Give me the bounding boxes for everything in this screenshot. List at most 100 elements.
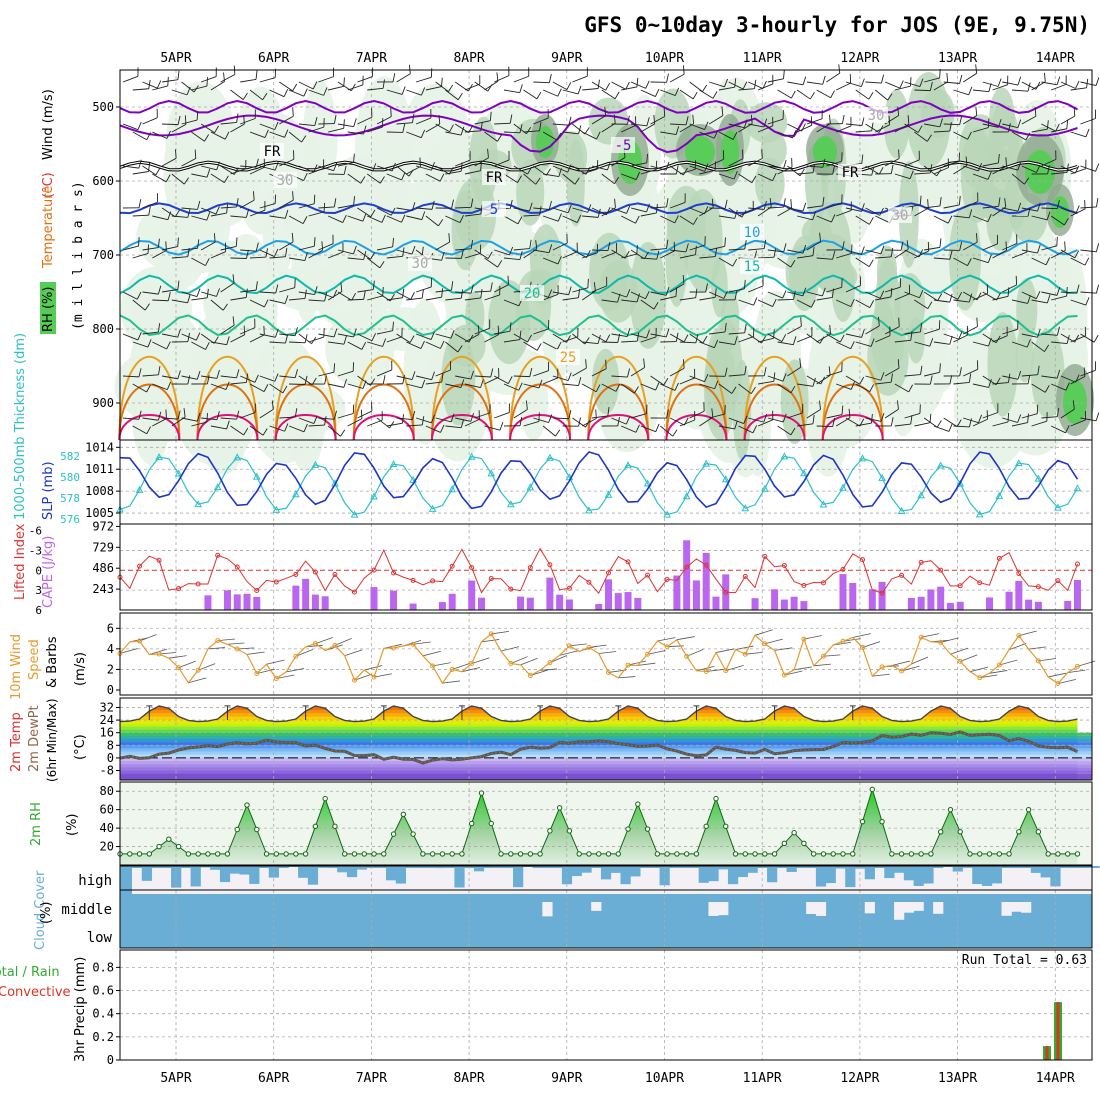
cape-bar <box>438 602 446 610</box>
wind-barb <box>836 125 852 133</box>
wind-barb <box>748 81 764 89</box>
wind-barb-flag <box>236 113 239 123</box>
wind-barb <box>621 425 637 433</box>
wind-barb-flag <box>907 115 910 125</box>
wind-barb <box>875 124 890 133</box>
thickness-marker <box>292 490 300 498</box>
temp2m-frame <box>119 697 1093 781</box>
wind-barb-flag <box>382 286 384 296</box>
wind-barb <box>689 333 704 344</box>
wind-barb-flag <box>750 386 756 394</box>
wind-barb <box>757 173 773 182</box>
rh-marker <box>713 795 719 802</box>
wind-barb-flag <box>976 292 982 301</box>
wind-barb-flag <box>635 424 640 433</box>
wind-barb-flag <box>724 322 727 332</box>
cape-bar <box>595 603 603 610</box>
wind10-barb <box>764 638 783 645</box>
wind-barb <box>1041 245 1057 251</box>
wind-barb-flag <box>604 106 607 116</box>
wind-barb <box>670 249 687 253</box>
cloud-high-bar <box>1050 866 1061 887</box>
wind-barb <box>171 173 185 185</box>
wind-barb-flag <box>441 251 445 261</box>
wind-barb <box>1002 284 1017 293</box>
wind-barb-flag <box>177 280 180 290</box>
wind-barb-flag <box>1046 120 1049 130</box>
wind-barb-flag <box>361 341 367 350</box>
wind-barb <box>924 77 940 83</box>
wind-barb-flag <box>177 370 181 379</box>
thickness-marker <box>936 461 945 469</box>
wind-barb <box>230 425 244 436</box>
wind-barb-flag <box>839 334 845 343</box>
rh-marker <box>166 836 172 842</box>
cloud-mid-gap <box>542 902 553 917</box>
wind-barb-flag <box>832 417 836 427</box>
wind-barb <box>464 83 480 91</box>
wind-barb <box>660 425 673 437</box>
li-marker <box>156 557 162 563</box>
rh-marker <box>293 851 299 857</box>
wind-barb <box>640 257 657 260</box>
wind-barb <box>161 246 178 251</box>
wind-barb <box>1041 333 1058 336</box>
wind-barb <box>1051 128 1067 133</box>
wind-barb <box>591 81 606 91</box>
wind10-marker <box>215 638 221 644</box>
wind-barb-flag <box>1046 211 1051 220</box>
wind-barb-flag <box>675 126 680 135</box>
wind-barb <box>240 165 257 168</box>
cloud-high-bar <box>239 866 250 875</box>
wind-barb-flag <box>714 247 718 257</box>
wind-barb-flag <box>705 283 708 293</box>
contour-label: 20 <box>524 286 541 302</box>
wind-barb-flag <box>919 195 922 205</box>
wind10-label-3: & Barbs <box>45 636 60 688</box>
wind-barb <box>689 165 705 172</box>
wind-barb <box>718 425 735 430</box>
wind-barb-flag <box>769 198 772 208</box>
wind-barb <box>474 412 491 419</box>
wind-barb-flag <box>838 64 841 74</box>
wind-barb <box>1011 251 1028 259</box>
wind-barb <box>552 123 569 126</box>
wind-barb <box>152 85 168 91</box>
wind10-barb <box>960 654 978 662</box>
cloud-high-bar <box>493 866 504 868</box>
wind-barb <box>171 299 188 304</box>
wind-barb-flag <box>519 84 523 93</box>
wind-barb-flag <box>1017 76 1022 86</box>
wind-barb-flag <box>177 115 181 125</box>
rh2m-tick-label: 40 <box>100 821 114 835</box>
wind10-barb <box>178 660 196 669</box>
cloud-high-bar <box>307 866 319 885</box>
thickness-marker <box>311 460 320 468</box>
wind-barb-flag <box>936 420 942 428</box>
wind-barb <box>240 375 256 383</box>
wind-barb-flag <box>1063 217 1069 226</box>
wind-barb <box>289 257 305 262</box>
wind-barb <box>122 245 139 251</box>
wind10-barb <box>315 637 333 644</box>
cloud-start <box>120 866 132 948</box>
contour-label-bg <box>740 224 764 240</box>
slp-tick-label: 1005 <box>85 506 114 520</box>
contour-label-bg <box>482 169 506 185</box>
cape-bar <box>702 552 710 610</box>
wind-barb-flag <box>158 365 161 375</box>
wind-barb-flag <box>284 209 289 219</box>
wind10-barb <box>774 647 793 651</box>
wind-barb <box>523 214 540 217</box>
wind-barb <box>826 333 841 343</box>
wind-barb <box>455 375 471 380</box>
wind-barb <box>933 299 950 303</box>
wind-barb <box>601 173 615 185</box>
rh-marker <box>586 851 592 857</box>
thickness-marker <box>663 510 671 518</box>
cape-bar <box>673 575 681 610</box>
rh-region-light <box>950 336 990 378</box>
wind-barb-flag <box>470 370 474 380</box>
thickness-marker <box>780 452 789 460</box>
